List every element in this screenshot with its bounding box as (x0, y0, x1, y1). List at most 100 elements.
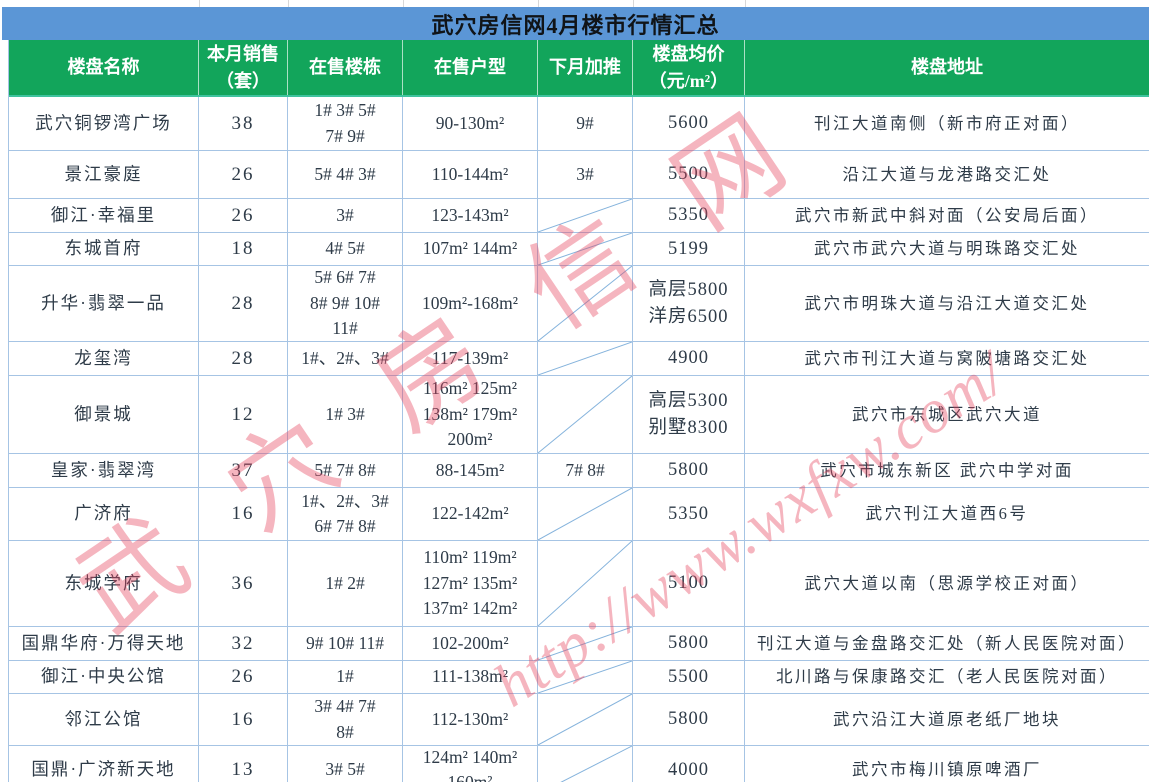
cell-project-name: 御江·幸福里 (9, 199, 199, 232)
cell-monthly-sales: 26 (199, 661, 288, 693)
cell-next-month-launch (538, 199, 633, 232)
table-row: 东城学府 36 1# 2# 110m² 119m² 127m² 135m² 137m²… (9, 541, 1149, 627)
cell-buildings-on-sale: 1# 3# 5# 7# 9# (288, 97, 403, 150)
cell-next-month-launch (538, 746, 633, 782)
cell-address: 武穴市城东新区 武穴中学对面 (745, 454, 1149, 487)
diagonal-slash (538, 694, 632, 745)
gridline-tick (538, 0, 539, 7)
cell-unit-types: 112-130m² (403, 694, 538, 745)
cell-average-price: 5500 (633, 661, 745, 693)
column-header: 在售户型 (403, 40, 538, 95)
gridline-tick (199, 0, 200, 7)
diagonal-slash (538, 342, 632, 375)
cell-monthly-sales: 28 (199, 266, 288, 341)
cell-buildings-on-sale: 3# (288, 199, 403, 232)
housing-table: 楼盘名称 本月销售 （套） 在售楼栋 在售户型 下月加推 楼盘均价 （元/m²） 楼盘地址 … (8, 40, 1149, 782)
cell-monthly-sales: 38 (199, 97, 288, 150)
table-row: 皇家·翡翠湾 37 5# 7# 8# 88-145m² 7# 8# 5800 武穴市城东新区… (9, 454, 1149, 488)
cell-unit-types: 102-200m² (403, 627, 538, 660)
cell-monthly-sales: 16 (199, 694, 288, 745)
table-row: 邻江公馆 16 3# 4# 7# 8# 112-130m² 5800 武穴沿江大道原老纸厂… (9, 694, 1149, 746)
cell-monthly-sales: 26 (199, 151, 288, 198)
cell-unit-types: 107m² 144m² (403, 233, 538, 265)
cell-buildings-on-sale: 1# 3# (288, 376, 403, 453)
cell-address: 刊江大道与金盘路交汇处（新人民医院对面） (745, 627, 1149, 660)
cell-unit-types: 122-142m² (403, 488, 538, 540)
gridline-tick (745, 0, 746, 7)
diagonal-slash (538, 233, 632, 265)
cell-unit-types: 88-145m² (403, 454, 538, 487)
top-margin-strip (0, 0, 1149, 7)
cell-address: 武穴市刊江大道与窝陂塘路交汇处 (745, 342, 1149, 375)
cell-project-name: 御江·中央公馆 (9, 661, 199, 693)
cell-project-name: 景江豪庭 (9, 151, 199, 198)
cell-monthly-sales: 13 (199, 746, 288, 782)
table-row: 国鼎华府·万得天地 32 9# 10# 11# 102-200m² 5800 刊江大道与金… (9, 627, 1149, 661)
table-row: 升华·翡翠一品 28 5# 6# 7# 8# 9# 10# 11# 109m²-168… (9, 266, 1149, 342)
cell-address: 武穴市新武中斜对面（公安局后面） (745, 199, 1149, 232)
cell-next-month-launch (538, 627, 633, 660)
cell-average-price: 高层5300 别墅8300 (633, 376, 745, 453)
diagonal-slash (538, 488, 632, 540)
table-row: 龙玺湾 28 1#、2#、3# 117-139m² 4900 武穴市刊江大道与窝陂塘路交汇… (9, 342, 1149, 376)
cell-next-month-launch (538, 661, 633, 693)
cell-unit-types: 109m²-168m² (403, 266, 538, 341)
cell-next-month-launch (538, 694, 633, 745)
cell-average-price: 5500 (633, 151, 745, 198)
cell-average-price: 高层5800 洋房6500 (633, 266, 745, 341)
cell-address: 武穴市明珠大道与沿江大道交汇处 (745, 266, 1149, 341)
diagonal-slash (538, 266, 632, 341)
cell-unit-types: 116m² 125m² 138m² 179m² 200m² (403, 376, 538, 453)
cell-project-name: 龙玺湾 (9, 342, 199, 375)
cell-project-name: 国鼎·广济新天地 (9, 746, 199, 782)
cell-buildings-on-sale: 1#、2#、3# (288, 342, 403, 375)
table-row: 御景城 12 1# 3# 116m² 125m² 138m² 179m² 200m² 高… (9, 376, 1149, 454)
cell-project-name: 广济府 (9, 488, 199, 540)
cell-average-price: 5350 (633, 488, 745, 540)
cell-project-name: 东城首府 (9, 233, 199, 265)
title-bar: 武穴房信网4月楼市行情汇总 (2, 7, 1149, 40)
cell-average-price: 5350 (633, 199, 745, 232)
cell-next-month-launch (538, 488, 633, 540)
column-header: 楼盘地址 (745, 40, 1149, 95)
cell-unit-types: 124m² 140m² 160m² (403, 746, 538, 782)
cell-average-price: 5199 (633, 233, 745, 265)
cell-monthly-sales: 12 (199, 376, 288, 453)
cell-average-price: 5100 (633, 541, 745, 626)
cell-address: 武穴市武穴大道与明珠路交汇处 (745, 233, 1149, 265)
cell-project-name: 东城学府 (9, 541, 199, 626)
cell-address: 武穴大道以南（思源学校正对面） (745, 541, 1149, 626)
cell-buildings-on-sale: 5# 6# 7# 8# 9# 10# 11# (288, 266, 403, 341)
cell-average-price: 5800 (633, 694, 745, 745)
cell-unit-types: 90-130m² (403, 97, 538, 150)
cell-next-month-launch: 7# 8# (538, 454, 633, 487)
cell-buildings-on-sale: 1# 2# (288, 541, 403, 626)
cell-project-name: 邻江公馆 (9, 694, 199, 745)
cell-monthly-sales: 18 (199, 233, 288, 265)
cell-project-name: 御景城 (9, 376, 199, 453)
table-row: 武穴铜锣湾广场 38 1# 3# 5# 7# 9# 90-130m² 9# 5600 刊江大… (9, 97, 1149, 151)
table-row: 御江·幸福里 26 3# 123-143m² 5350 武穴市新武中斜对面（公安局后面） (9, 199, 1149, 233)
cell-monthly-sales: 32 (199, 627, 288, 660)
diagonal-slash (538, 661, 632, 693)
cell-buildings-on-sale: 1#、2#、3# 6# 7# 8# (288, 488, 403, 540)
cell-project-name: 武穴铜锣湾广场 (9, 97, 199, 150)
cell-buildings-on-sale: 9# 10# 11# (288, 627, 403, 660)
cell-next-month-launch: 3# (538, 151, 633, 198)
cell-monthly-sales: 16 (199, 488, 288, 540)
column-header: 楼盘均价 （元/m²） (633, 40, 745, 95)
cell-unit-types: 111-138m² (403, 661, 538, 693)
diagonal-slash (538, 541, 632, 626)
page-title: 武穴房信网4月楼市行情汇总 (431, 12, 720, 38)
column-header: 在售楼栋 (288, 40, 403, 95)
cell-project-name: 升华·翡翠一品 (9, 266, 199, 341)
cell-next-month-launch (538, 342, 633, 375)
cell-average-price: 5800 (633, 454, 745, 487)
cell-average-price: 5600 (633, 97, 745, 150)
cell-address: 北川路与保康路交汇（老人民医院对面） (745, 661, 1149, 693)
cell-address: 沿江大道与龙港路交汇处 (745, 151, 1149, 198)
table-row: 广济府 16 1#、2#、3# 6# 7# 8# 122-142m² 5350 武穴刊江大… (9, 488, 1149, 541)
table-row: 国鼎·广济新天地 13 3# 5# 124m² 140m² 160m² 4000 武穴市梅… (9, 746, 1149, 782)
cell-next-month-launch (538, 541, 633, 626)
